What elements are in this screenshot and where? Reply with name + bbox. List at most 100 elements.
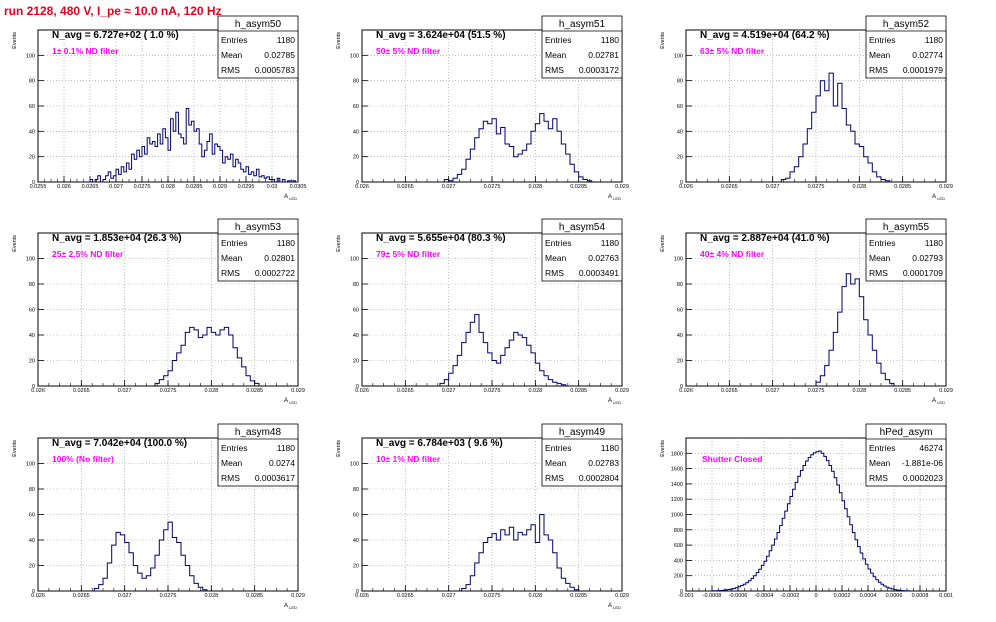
y-tick-label: 0 (680, 384, 683, 390)
x-tick-label: 0.028 (852, 184, 866, 190)
histogram-panel-h_asym50: 0.0255 0.026 0.0265 0.027 0.0275 0.028 0.0285 0… (12, 15, 307, 201)
histogram-panel-h_asym52: 0.026 0.0265 0.027 0.0275 0.028 0.0285 0.029 0 2… (660, 15, 953, 201)
filter-label: 1± 0.1% ND filter (52, 46, 119, 56)
x-tick-label: 0.0285 (246, 388, 263, 394)
x-axis-title: A LED (284, 194, 297, 201)
stats-label: Mean (545, 253, 567, 263)
histogram-line (461, 514, 580, 591)
y-tick-label: 0 (680, 180, 683, 186)
histogram-line (154, 326, 260, 386)
x-tick-label: 0.028 (528, 184, 542, 190)
y-tick-label: 1400 (671, 482, 683, 488)
stats-value: 0.02785 (264, 50, 295, 60)
page-title: run 2128, 480 V, I_pe ≈ 10.0 nA, 120 Hz (4, 4, 222, 18)
y-tick-label: 80 (677, 282, 683, 288)
x-tick-label: 0.0295 (238, 184, 255, 190)
stats-value: 0.02783 (588, 458, 619, 468)
x-tick-label: 0.026 (679, 184, 693, 190)
y-axis-title: Events (660, 235, 666, 252)
y-tick-label: 0 (356, 589, 359, 595)
y-tick-label: 600 (674, 543, 683, 549)
x-tick-label: 0.029 (939, 184, 953, 190)
histogram-panel-h_asym51: 0.026 0.0265 0.027 0.0275 0.028 0.0285 0.029 0 2… (336, 15, 629, 201)
x-tick-label: 0 (814, 593, 817, 599)
x-tick-label: -0.0004 (755, 593, 774, 599)
y-tick-label: 800 (674, 528, 683, 534)
histogram-name: h_asym48 (235, 427, 282, 438)
navg-label: N_avg = 7.042e+04 (100.0 %) (52, 438, 187, 449)
filter-label: 79± 5% ND filter (376, 249, 441, 259)
y-tick-label: 20 (29, 155, 35, 161)
stats-label: Entries (221, 443, 247, 453)
stats-value: 0.02763 (588, 253, 619, 263)
navg-label: N_avg = 1.853e+04 (26.3 %) (52, 233, 182, 244)
histogram-name: hPed_asym (880, 427, 933, 438)
stats-box (541, 218, 623, 282)
y-tick-label: 100 (350, 53, 359, 59)
stats-value: 1180 (277, 238, 296, 248)
x-tick-label: 0.026 (355, 388, 369, 394)
x-tick-label: 0.0265 (82, 184, 99, 190)
stats-value: 0.0003491 (579, 268, 619, 278)
y-tick-label: 1600 (671, 467, 683, 473)
navg-label: N_avg = 6.727e+02 ( 1.0 %) (52, 30, 179, 41)
stats-value: 1180 (601, 443, 620, 453)
stats-value: 0.02774 (912, 50, 943, 60)
x-tick-label: 0.0305 (290, 184, 307, 190)
x-tick-label: 0.0265 (397, 593, 414, 599)
y-tick-label: 0 (356, 384, 359, 390)
histogram-name: h_asym53 (235, 222, 282, 233)
stats-label: Mean (221, 458, 243, 468)
histogram-name: h_asym50 (235, 19, 282, 30)
y-tick-label: 20 (29, 564, 35, 570)
stats-value: 1180 (277, 35, 296, 45)
x-tick-label: 0.026 (57, 184, 71, 190)
stats-label: Entries (869, 238, 895, 248)
x-tick-label: 0.03 (267, 184, 278, 190)
y-tick-label: 80 (29, 79, 35, 85)
y-tick-label: 100 (674, 53, 683, 59)
stats-value: 0.0002023 (903, 473, 943, 483)
y-axis-title: Events (660, 32, 666, 49)
x-tick-label: 0.026 (355, 593, 369, 599)
histogram-line (780, 72, 891, 182)
histogram-line (711, 450, 911, 592)
x-tick-label: 0.0275 (484, 184, 501, 190)
y-tick-label: 400 (674, 558, 683, 564)
navg-label: N_avg = 4.519e+04 (64.2 %) (700, 30, 830, 41)
y-tick-label: 60 (29, 308, 35, 314)
x-axis-title: A LED (284, 603, 297, 610)
x-tick-label: -0.0006 (729, 593, 748, 599)
navg-label: N_avg = 3.624e+04 (51.5 %) (376, 30, 506, 41)
stats-label: Entries (545, 238, 571, 248)
stats-label: RMS (545, 65, 564, 75)
y-tick-label: 0 (32, 589, 35, 595)
y-tick-label: 40 (353, 538, 359, 544)
x-tick-label: 0.0275 (484, 388, 501, 394)
x-tick-label: -0.001 (678, 593, 694, 599)
x-tick-label: 0.0285 (246, 593, 263, 599)
x-tick-label: 0.029 (291, 388, 305, 394)
y-tick-label: 40 (353, 333, 359, 339)
x-tick-label: 0.027 (766, 388, 780, 394)
filter-label: 40± 4% ND filter (700, 249, 765, 259)
x-tick-label: 0.027 (109, 184, 123, 190)
stats-label: Mean (869, 50, 891, 60)
stats-value: 0.02781 (588, 50, 619, 60)
stats-box (541, 423, 623, 487)
x-tick-label: 0.0275 (134, 184, 151, 190)
filter-label: 25± 2.5% ND filter (52, 249, 124, 259)
x-tick-label: 0.027 (442, 388, 456, 394)
histogram-name: h_asym55 (883, 222, 930, 233)
x-tick-label: 0.0275 (160, 388, 177, 394)
y-tick-label: 20 (353, 564, 359, 570)
filter-label: Shutter Closed (702, 454, 762, 464)
navg-label: N_avg = 6.784e+03 ( 9.6 %) (376, 438, 503, 449)
y-tick-label: 100 (26, 462, 35, 468)
stats-label: RMS (221, 473, 240, 483)
x-tick-label: 0.028 (161, 184, 175, 190)
stats-box (865, 423, 947, 487)
stats-value: 1180 (925, 35, 944, 45)
y-axis-title: Events (660, 440, 666, 457)
filter-label: 63± 5% ND filter (700, 46, 765, 56)
